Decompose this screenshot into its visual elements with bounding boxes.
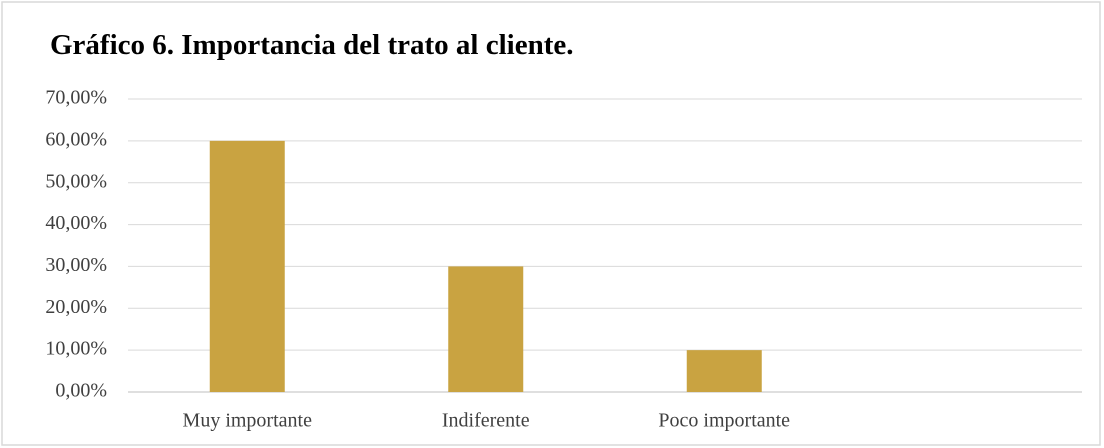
x-tick-label: Poco importante — [658, 410, 790, 432]
x-tick-label: Indiferente — [442, 410, 530, 432]
bar — [686, 350, 762, 392]
y-tick-label: 20,00% — [45, 296, 107, 318]
chart-title: Gráfico 6. Importancia del trato al clie… — [50, 29, 574, 61]
bar — [448, 266, 524, 392]
y-tick-label: 60,00% — [45, 128, 107, 150]
x-tick-label: Muy importante — [183, 410, 313, 432]
y-tick-label: 70,00% — [45, 87, 107, 109]
y-tick-label: 50,00% — [45, 170, 107, 192]
y-tick-label: 0,00% — [55, 380, 107, 402]
y-tick-label: 30,00% — [45, 254, 107, 276]
bar — [209, 140, 285, 392]
y-tick-label: 40,00% — [45, 212, 107, 234]
y-tick-label: 10,00% — [45, 338, 107, 360]
